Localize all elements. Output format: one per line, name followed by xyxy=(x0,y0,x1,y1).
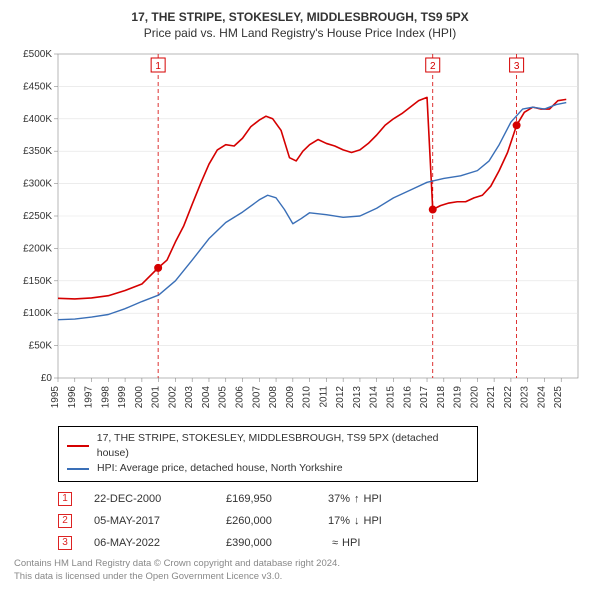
event-price: £390,000 xyxy=(226,537,306,549)
svg-text:2001: 2001 xyxy=(151,386,162,409)
svg-text:2010: 2010 xyxy=(302,386,313,409)
svg-text:2021: 2021 xyxy=(486,386,497,409)
svg-text:2022: 2022 xyxy=(503,386,514,409)
legend-label: 17, THE STRIPE, STOKESLEY, MIDDLESBROUGH… xyxy=(97,431,469,461)
svg-text:2008: 2008 xyxy=(268,386,279,409)
event-date: 22-DEC-2000 xyxy=(94,493,204,505)
sale-events: 1 22-DEC-2000 £169,950 37%↑HPI 2 05-MAY-2017 £… xyxy=(58,492,586,550)
chart-container: £0 £50K £100K £150K £200K £250K £300K £350K £400… xyxy=(14,48,586,418)
svg-text:£300K: £300K xyxy=(23,179,52,190)
legend-swatch xyxy=(67,445,89,447)
svg-text:2006: 2006 xyxy=(235,386,246,409)
legend-item: 17, THE STRIPE, STOKESLEY, MIDDLESBROUGH… xyxy=(67,431,469,461)
legend-label: HPI: Average price, detached house, Nort… xyxy=(97,461,343,476)
event-number: 1 xyxy=(58,492,72,506)
svg-text:2020: 2020 xyxy=(469,386,480,409)
svg-text:£200K: £200K xyxy=(23,243,52,254)
sale-event-row: 1 22-DEC-2000 £169,950 37%↑HPI xyxy=(58,492,586,506)
svg-text:£450K: £450K xyxy=(23,81,52,92)
chart-title: 17, THE STRIPE, STOKESLEY, MIDDLESBROUGH… xyxy=(14,10,586,40)
svg-text:£0: £0 xyxy=(41,373,53,384)
svg-text:2017: 2017 xyxy=(419,386,430,409)
event-delta: ≈HPI xyxy=(328,537,408,549)
svg-text:£400K: £400K xyxy=(23,114,52,125)
svg-text:2013: 2013 xyxy=(352,386,363,409)
sale-event-row: 2 05-MAY-2017 £260,000 17%↓HPI xyxy=(58,514,586,528)
legend-swatch xyxy=(67,468,89,470)
svg-text:2023: 2023 xyxy=(520,386,531,409)
svg-text:2025: 2025 xyxy=(553,386,564,409)
attribution-line2: This data is licensed under the Open Gov… xyxy=(14,571,340,584)
svg-text:£500K: £500K xyxy=(23,49,52,60)
svg-text:2018: 2018 xyxy=(436,386,447,409)
attribution: Contains HM Land Registry data © Crown c… xyxy=(14,558,340,584)
svg-text:£150K: £150K xyxy=(23,276,52,287)
svg-text:1999: 1999 xyxy=(117,386,128,409)
svg-text:1995: 1995 xyxy=(50,386,61,409)
svg-text:2011: 2011 xyxy=(318,386,329,408)
svg-text:2016: 2016 xyxy=(402,386,413,409)
svg-text:£250K: £250K xyxy=(23,211,52,222)
svg-text:2012: 2012 xyxy=(335,386,346,409)
svg-text:1998: 1998 xyxy=(100,386,111,409)
svg-text:£350K: £350K xyxy=(23,146,52,157)
svg-text:2007: 2007 xyxy=(251,386,262,409)
svg-text:2003: 2003 xyxy=(184,386,195,409)
sale-event-row: 3 06-MAY-2022 £390,000 ≈HPI xyxy=(58,536,586,550)
svg-text:2004: 2004 xyxy=(201,386,212,409)
legend-item: HPI: Average price, detached house, Nort… xyxy=(67,461,469,476)
svg-text:2024: 2024 xyxy=(536,386,547,409)
svg-text:£50K: £50K xyxy=(29,341,53,352)
title-subtitle: Price paid vs. HM Land Registry's House … xyxy=(14,26,586,40)
event-delta: 17%↓HPI xyxy=(328,515,408,527)
event-delta: 37%↑HPI xyxy=(328,493,408,505)
legend: 17, THE STRIPE, STOKESLEY, MIDDLESBROUGH… xyxy=(58,426,478,482)
svg-text:2009: 2009 xyxy=(285,386,296,409)
svg-text:1: 1 xyxy=(155,61,161,72)
event-number: 2 xyxy=(58,514,72,528)
svg-text:3: 3 xyxy=(514,61,520,72)
svg-text:1996: 1996 xyxy=(67,386,78,409)
svg-text:£100K: £100K xyxy=(23,308,52,319)
svg-text:2019: 2019 xyxy=(453,386,464,409)
svg-text:2005: 2005 xyxy=(218,386,229,409)
svg-text:2015: 2015 xyxy=(385,386,396,409)
svg-text:1997: 1997 xyxy=(84,386,95,409)
svg-text:2: 2 xyxy=(430,61,436,72)
event-price: £169,950 xyxy=(226,493,306,505)
attribution-line1: Contains HM Land Registry data © Crown c… xyxy=(14,558,340,571)
price-chart: £0 £50K £100K £150K £200K £250K £300K £350K £400… xyxy=(14,48,586,418)
event-date: 06-MAY-2022 xyxy=(94,537,204,549)
svg-text:2014: 2014 xyxy=(369,386,380,409)
event-date: 05-MAY-2017 xyxy=(94,515,204,527)
event-number: 3 xyxy=(58,536,72,550)
svg-text:2002: 2002 xyxy=(167,386,178,409)
title-address: 17, THE STRIPE, STOKESLEY, MIDDLESBROUGH… xyxy=(14,10,586,24)
event-price: £260,000 xyxy=(226,515,306,527)
svg-text:2000: 2000 xyxy=(134,386,145,409)
